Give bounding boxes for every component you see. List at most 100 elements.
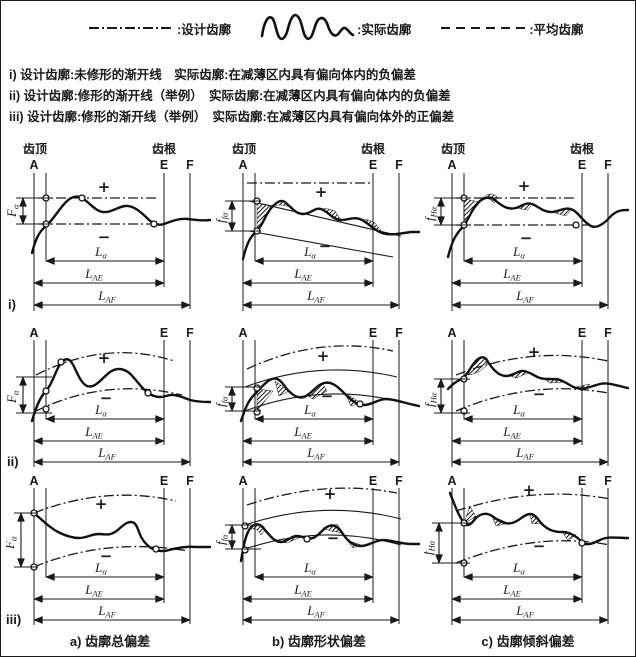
- column-captions: a) 齿廓总偏差 b) 齿廓形状偏差 c) 齿廓倾斜偏差: [6, 631, 632, 650]
- svg-text:LAF: LAF: [306, 603, 325, 620]
- plus-sign: +: [523, 481, 536, 499]
- point-f-label: F: [186, 474, 194, 488]
- legend: :设计齿廓 :实际齿廓 :平均齿廓: [1, 7, 635, 49]
- point-f-label: F: [395, 474, 403, 488]
- svg-text:LAF: LAF: [97, 603, 116, 620]
- point-e-label: E: [578, 474, 586, 488]
- caption-total-deviation: a) 齿廓总偏差: [69, 634, 151, 649]
- row-label-iii: iii): [6, 612, 21, 627]
- symbol-Fa: Fα: [6, 390, 21, 404]
- row-label-ii: ii): [7, 454, 19, 469]
- plus-sign: +: [528, 343, 541, 361]
- dimension-L-AE: LAE: [33, 266, 165, 287]
- minus-sign: −: [533, 385, 546, 403]
- symbol-ffa: ffα: [214, 396, 230, 407]
- svg-text:LAE: LAE: [502, 582, 521, 599]
- minus-sign: −: [100, 547, 113, 565]
- deviation-dimension-Fa: Fα: [6, 376, 52, 414]
- point-a-label: A: [238, 474, 247, 488]
- point-f-label: F: [604, 474, 612, 488]
- deviation-dimension-ffa: ffα: [214, 200, 261, 232]
- svg-text:LAF: LAF: [515, 603, 534, 620]
- svg-text:LAE: LAE: [84, 266, 103, 283]
- dimension-L-alpha: Lα: [254, 402, 374, 423]
- svg-text:LAF: LAF: [306, 288, 325, 305]
- legend-item-actual: :实际齿廓: [259, 10, 411, 46]
- hatched-deviation-areas: [463, 505, 577, 541]
- design-profile-label: :设计齿廓: [177, 22, 232, 37]
- symbol-fHa: fHα: [424, 540, 437, 555]
- point-f-label: F: [186, 158, 194, 172]
- design-profile-line-sample: [89, 27, 173, 29]
- caption-slope-deviation: c) 齿廓倾斜偏差: [481, 634, 575, 649]
- svg-text:Lα: Lα: [303, 402, 316, 419]
- dimension-L-AF: LAF: [451, 603, 609, 624]
- symbol-fHa: fHα: [424, 392, 439, 407]
- point-f-label: F: [186, 326, 194, 340]
- svg-text:Lα: Lα: [512, 402, 525, 419]
- symbol-Fa: Fα: [6, 204, 21, 218]
- tooth-tip-label: 齿顶: [23, 141, 47, 156]
- legend-item-design: :设计齿廓: [87, 19, 231, 38]
- symbol-Fa: Fα: [6, 536, 19, 550]
- diagram-grid: 齿顶 齿根 A E F + − Fα: [6, 139, 632, 631]
- svg-text:LAF: LAF: [306, 445, 325, 462]
- measurement-points: [42, 358, 152, 413]
- point-a-label: A: [238, 326, 247, 340]
- dimension-L-AF: LAF: [242, 288, 400, 309]
- point-a-label: A: [29, 158, 38, 172]
- point-a-label: A: [447, 158, 456, 172]
- svg-text:Lα: Lα: [94, 244, 107, 261]
- tooth-root-label: 齿根: [570, 141, 594, 156]
- caption-form-deviation: b) 齿廓形状偏差: [272, 634, 366, 649]
- svg-text:LAF: LAF: [515, 288, 534, 305]
- point-f-label: F: [395, 158, 403, 172]
- svg-text:LAE: LAE: [293, 582, 312, 599]
- dimension-L-AF: LAF: [451, 288, 609, 309]
- dimension-L-AE: LAE: [33, 582, 165, 603]
- point-e-label: E: [369, 326, 377, 340]
- svg-text:Lα: Lα: [303, 244, 316, 261]
- svg-text:LAE: LAE: [293, 424, 312, 441]
- tooth-tip-label: 齿顶: [232, 141, 256, 156]
- symbol-ffa: ffα: [214, 534, 230, 545]
- dimension-L-alpha: Lα: [254, 244, 374, 265]
- actual-profile-curve: [446, 356, 630, 391]
- deviation-dimension-fHa: fHα: [424, 522, 470, 564]
- actual-profile-curve: [30, 358, 212, 423]
- point-e-label: E: [160, 326, 168, 340]
- actual-profile-curve: [241, 199, 421, 261]
- diagram-i-a: 齿顶 齿根 A E F + − Fα: [6, 141, 212, 312]
- dimension-L-AF: LAF: [451, 445, 609, 466]
- actual-profile-curve: [30, 195, 212, 255]
- note-line-ii: ii) 设计齿廓:修形的渐开线（举例） 实际齿廓:在减薄区内具有偏向体内的负偏差: [9, 89, 451, 103]
- svg-text:Lα: Lα: [512, 244, 525, 261]
- dimension-L-AE: LAE: [451, 582, 583, 603]
- point-e-label: E: [369, 158, 377, 172]
- dimension-L-AE: LAE: [451, 424, 583, 445]
- plus-sign: +: [317, 347, 330, 365]
- diagram-ii-b: A E F + −: [214, 326, 421, 467]
- svg-text:Lα: Lα: [94, 560, 107, 577]
- actual-profile-curve: [32, 511, 212, 553]
- dimension-L-AE: LAE: [242, 582, 374, 603]
- point-a-label: A: [29, 326, 38, 340]
- reference-lines: [33, 173, 191, 311]
- deviation-dimension-ffa: ffα: [214, 524, 261, 550]
- point-f-label: F: [604, 158, 612, 172]
- note-line-i: i) 设计齿廓:未修形的渐开线 实际齿廓:在减薄区内具有偏向体内的负偏差: [9, 68, 416, 82]
- design-profile-lines: [456, 197, 588, 226]
- dimension-L-AF: LAF: [33, 288, 191, 309]
- row-label-i: i): [8, 297, 16, 312]
- minus-sign: −: [319, 237, 332, 255]
- dimension-L-alpha: Lα: [463, 244, 583, 265]
- minus-sign: −: [327, 529, 340, 547]
- svg-text:LAE: LAE: [84, 424, 103, 441]
- symbol-fHa: fHα: [424, 206, 439, 221]
- plus-sign: +: [98, 178, 111, 196]
- dimension-L-AE: LAE: [451, 266, 583, 287]
- deviation-dimension-fHa: fHα: [424, 197, 470, 226]
- dimension-L-alpha: Lα: [254, 560, 374, 581]
- measurement-points: [30, 509, 160, 571]
